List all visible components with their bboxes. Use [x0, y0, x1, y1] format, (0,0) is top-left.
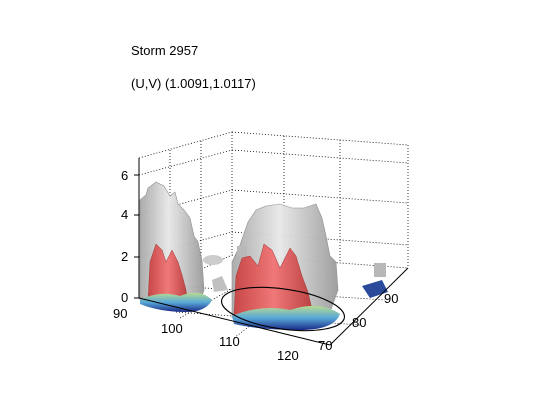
x-tick-label: 120 [277, 348, 299, 363]
right-cell-inner-core [233, 243, 315, 319]
right-cell-base [232, 305, 340, 330]
isolated-echo [212, 276, 228, 292]
z-tick-label: 4 [121, 207, 128, 222]
tick-marks [134, 174, 139, 299]
isolated-echo [203, 255, 223, 265]
chart-title: Storm 2957 [131, 43, 199, 58]
isolated-echo [237, 246, 247, 256]
axis-frame [138, 158, 409, 346]
chart-subtitle: (U,V) (1.0091,1.0117) [131, 76, 256, 91]
isolated-echo [374, 263, 386, 277]
x-tick-label: 100 [161, 321, 183, 336]
y-tick-label: 80 [352, 315, 366, 330]
z-tick-label: 0 [121, 290, 128, 305]
left-cell-base [140, 292, 212, 312]
x-tick-label: 90 [113, 306, 127, 321]
y-tick-label: 70 [318, 338, 332, 353]
z-tick-label: 2 [121, 249, 128, 264]
storm-ellipse [220, 286, 346, 332]
z-tick-label: 6 [121, 168, 128, 183]
x-tick-label: 110 [219, 334, 240, 349]
y-tick-label: 90 [384, 291, 398, 306]
